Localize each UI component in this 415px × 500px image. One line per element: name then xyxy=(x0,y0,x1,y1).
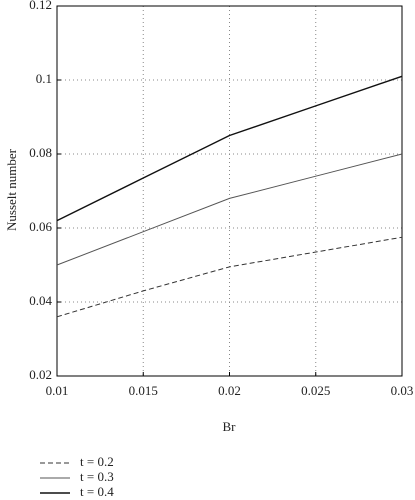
x-tick-label: 0.02 xyxy=(218,383,241,398)
legend-label: t = 0.2 xyxy=(80,454,114,469)
y-tick-label: 0.06 xyxy=(29,219,52,234)
x-tick-label: 0.01 xyxy=(46,383,69,398)
y-tick-label: 0.1 xyxy=(36,71,52,86)
x-tick-label: 0.015 xyxy=(129,383,158,398)
x-tick-label: 0.03 xyxy=(391,383,414,398)
series-line xyxy=(56,153,403,266)
x-tick-label: 0.025 xyxy=(301,383,330,398)
y-axis-label: Nusselt number xyxy=(4,148,19,231)
y-tick-label: 0.08 xyxy=(29,145,52,160)
series-line xyxy=(56,75,403,222)
legend-label: t = 0.4 xyxy=(80,484,114,499)
legend-label: t = 0.3 xyxy=(80,469,114,484)
y-tick-label: 0.12 xyxy=(29,0,52,12)
plot-frame xyxy=(56,5,403,377)
series-line xyxy=(56,236,403,318)
y-tick-label: 0.04 xyxy=(29,293,52,308)
y-tick-label: 0.02 xyxy=(29,367,52,382)
x-axis-label: Br xyxy=(223,419,237,434)
